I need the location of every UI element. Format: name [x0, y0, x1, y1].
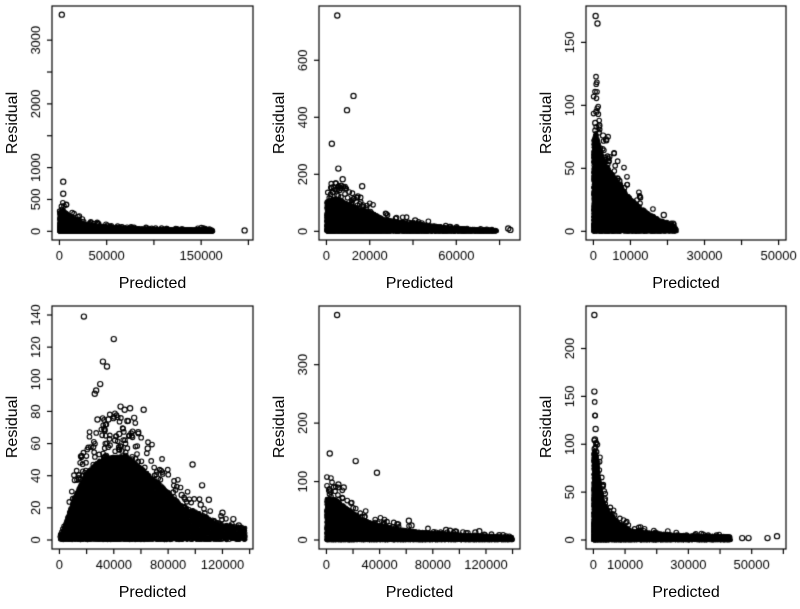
x-axis-title: Predicted [652, 275, 720, 292]
scatter-canvas-top-middle [267, 0, 534, 300]
residual-plot-panel-top-middle: Residual Predicted [267, 0, 534, 300]
residual-plot-panel-bottom-middle: Residual Predicted [267, 300, 534, 609]
scatter-canvas-bottom-middle [267, 300, 534, 609]
y-axis-title: Residual [4, 395, 21, 458]
residual-plot-panel-top-left: Residual Predicted [0, 0, 267, 300]
y-axis-title: Residual [538, 395, 555, 458]
y-axis-title: Residual [4, 91, 21, 155]
x-axis-title: Predicted [118, 275, 187, 292]
residual-plot-panel-top-right: Residual Predicted [534, 0, 800, 300]
y-axis-title: Residual [538, 91, 555, 155]
x-axis-title: Predicted [652, 584, 720, 601]
scatter-canvas-top-left [0, 0, 267, 300]
scatter-canvas-bottom-right [534, 300, 800, 609]
residual-plot-panel-bottom-left: Residual Predicted [0, 300, 267, 609]
x-axis-title: Predicted [385, 275, 454, 292]
x-axis-title: Predicted [385, 584, 454, 601]
residual-plot-panel-bottom-right: Residual Predicted [534, 300, 800, 609]
scatter-canvas-top-right [534, 0, 800, 300]
y-axis-title: Residual [271, 395, 288, 458]
scatter-canvas-bottom-left [0, 300, 267, 609]
x-axis-title: Predicted [118, 584, 187, 601]
y-axis-title: Residual [271, 91, 288, 155]
